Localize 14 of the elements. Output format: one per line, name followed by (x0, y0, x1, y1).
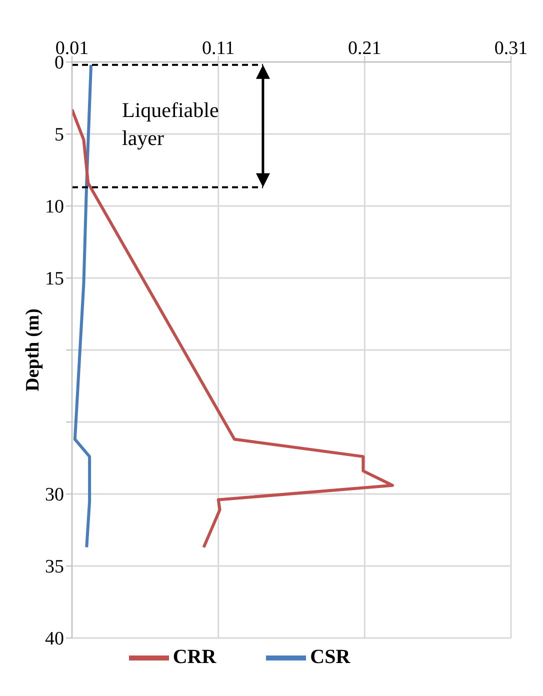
y-tick-label: 10 (45, 196, 64, 218)
y-tick-label: 15 (45, 268, 64, 290)
annotation: Liquefiable layer (122, 98, 219, 150)
y-tick-label: 35 (45, 556, 64, 578)
x-tick-label: 0.21 (348, 38, 382, 59)
x-tick-label: 0.11 (202, 38, 235, 59)
y-tick-label: 40 (45, 628, 64, 650)
line-series (73, 63, 93, 549)
y-tick-label: 5 (54, 124, 64, 146)
legend-label: CRR (172, 646, 216, 668)
legend-label: CSR (310, 646, 350, 668)
x-tick-label: 0.31 (494, 38, 528, 59)
y-axis-title: Depth (m) (22, 308, 44, 392)
y-tick-label: 30 (45, 484, 64, 506)
